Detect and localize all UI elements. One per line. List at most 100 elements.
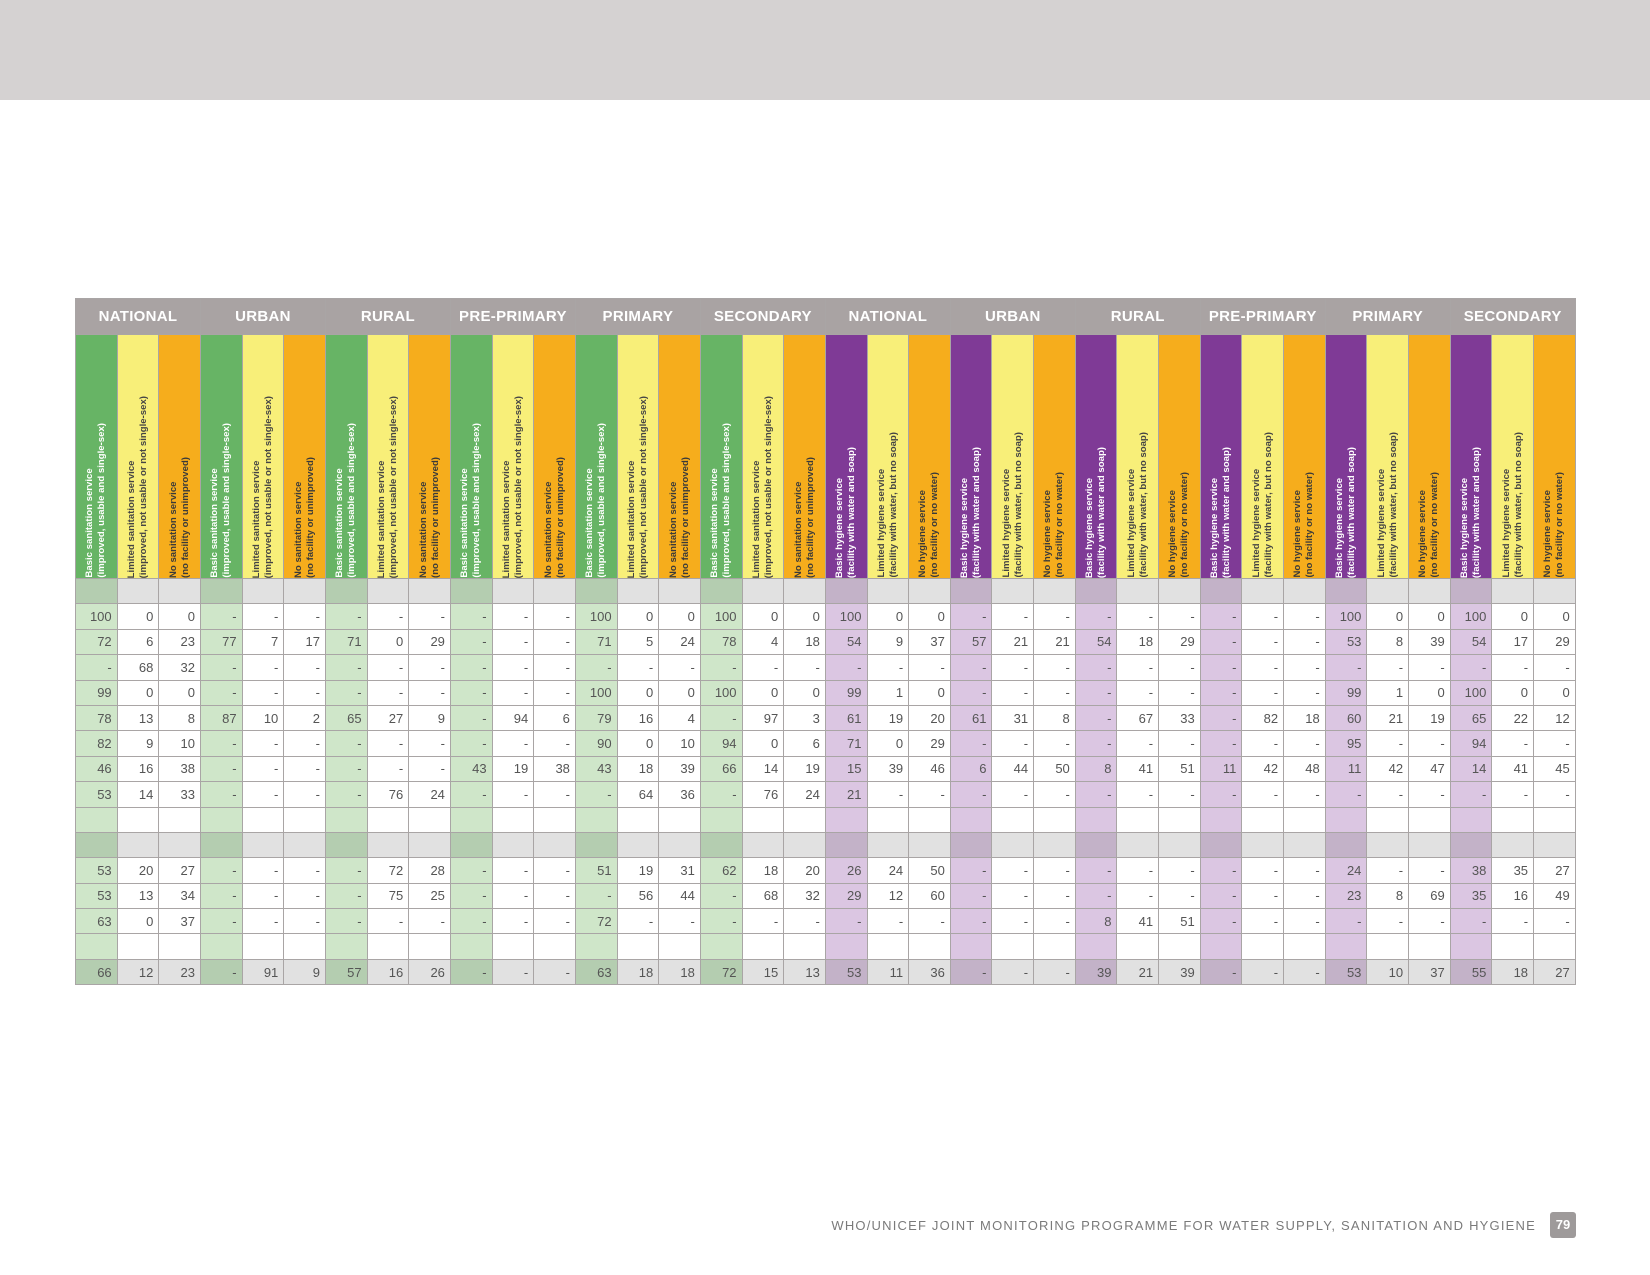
table-row: 46 16 38- - - - - -43 19 38 43 18 39 66 14 19 15 39 46 6 44 5… bbox=[75, 755, 1576, 783]
table-cell bbox=[949, 831, 993, 859]
column-header-title: Basic sanitation service bbox=[209, 468, 221, 578]
table-cell: - bbox=[1283, 679, 1326, 706]
table-cell: - bbox=[1408, 654, 1451, 681]
table-cell bbox=[1449, 831, 1493, 859]
column-header-subtitle: (facility with water and soap) bbox=[1346, 446, 1358, 578]
table-cell: 0 bbox=[783, 603, 826, 630]
table-cell: - bbox=[1366, 654, 1410, 681]
table-cell bbox=[116, 831, 160, 859]
table-cell: - bbox=[533, 908, 576, 935]
table-cell: - bbox=[449, 730, 493, 757]
table-cell bbox=[824, 806, 868, 833]
table-cell: 39 bbox=[1158, 958, 1201, 986]
table-cell: - bbox=[1033, 857, 1076, 884]
table-cell: - bbox=[1241, 958, 1285, 986]
column-header: Basic hygiene service (facility with wate… bbox=[1324, 334, 1368, 579]
table-cell: - bbox=[1158, 857, 1201, 884]
table-cell: 35 bbox=[1491, 857, 1535, 884]
table-cell: 0 bbox=[116, 603, 160, 630]
table-cell bbox=[1116, 831, 1160, 859]
table-cell bbox=[616, 831, 660, 859]
table-cell: 51 bbox=[1158, 908, 1201, 935]
table-cell: 0 bbox=[1491, 603, 1535, 630]
table-cell bbox=[408, 831, 451, 859]
table-cell: 54 bbox=[1449, 628, 1493, 656]
table-cell: - bbox=[1533, 654, 1576, 681]
table-cell: - bbox=[1449, 908, 1493, 935]
table-cell: 6 bbox=[949, 755, 993, 783]
table-cell bbox=[908, 577, 951, 605]
table-cell: 21 bbox=[991, 628, 1035, 656]
table-cell bbox=[1324, 806, 1368, 833]
table-cell: 19 bbox=[866, 704, 910, 732]
table-cell: - bbox=[1033, 603, 1076, 630]
column-header-subtitle: (facility with water, but no soap) bbox=[1387, 432, 1399, 578]
table-cell: - bbox=[1491, 908, 1535, 935]
column-header-title: Basic sanitation service bbox=[334, 468, 346, 578]
table-cell: 37 bbox=[158, 908, 201, 935]
table-cell: 72 bbox=[574, 908, 618, 935]
table-cell: 18 bbox=[616, 755, 660, 783]
table-cell bbox=[1366, 806, 1410, 833]
column-header-subtitle: (facility with water and soap) bbox=[1096, 446, 1108, 578]
table-cell: - bbox=[783, 908, 826, 935]
table-cell: 66 bbox=[75, 958, 118, 986]
table-cell: - bbox=[1283, 857, 1326, 884]
table-cell: - bbox=[1033, 679, 1076, 706]
table-cell: 51 bbox=[1158, 755, 1201, 783]
table-cell: 94 bbox=[1449, 730, 1493, 757]
table-cell bbox=[1366, 933, 1410, 960]
table-cell: - bbox=[991, 781, 1035, 808]
table-cell: - bbox=[199, 603, 243, 630]
table-cell bbox=[866, 933, 910, 960]
table-cell: 4 bbox=[741, 628, 785, 656]
table-cell: 38 bbox=[1449, 857, 1493, 884]
table-cell: - bbox=[449, 882, 493, 910]
table-cell: - bbox=[324, 603, 368, 630]
table-cell: 10 bbox=[1366, 958, 1410, 986]
table-cell: - bbox=[491, 882, 535, 910]
table-cell: - bbox=[699, 654, 743, 681]
table-cell: - bbox=[949, 882, 993, 910]
table-cell bbox=[158, 806, 201, 833]
table-cell: - bbox=[1116, 781, 1160, 808]
column-header-title: Limited hygiene service bbox=[1250, 469, 1262, 578]
table-cell: - bbox=[449, 781, 493, 808]
table-cell: 0 bbox=[158, 679, 201, 706]
table-cell: 0 bbox=[866, 730, 910, 757]
column-header-subtitle: (no facility or no water) bbox=[1554, 472, 1566, 578]
column-header: Limited sanitation service (improved, not… bbox=[366, 334, 410, 579]
column-header: Limited hygiene service (facility with wa… bbox=[1241, 334, 1285, 579]
table-cell: - bbox=[1408, 781, 1451, 808]
table-cell: - bbox=[1324, 781, 1368, 808]
table-cell: 100 bbox=[1449, 603, 1493, 630]
table-cell: - bbox=[283, 755, 326, 783]
table-cell bbox=[1533, 831, 1576, 859]
table-cell bbox=[116, 577, 160, 605]
column-header-title: No hygiene service bbox=[1292, 490, 1304, 578]
table-cell: 94 bbox=[699, 730, 743, 757]
table-cell: - bbox=[866, 781, 910, 808]
group-header: PRIMARY bbox=[1324, 298, 1451, 335]
table-cell: 16 bbox=[1491, 882, 1535, 910]
table-cell: 13 bbox=[783, 958, 826, 986]
column-header-subtitle: (facility with water and soap) bbox=[1471, 446, 1483, 578]
table-cell: 16 bbox=[616, 704, 660, 732]
table-cell: 50 bbox=[908, 857, 951, 884]
table-cell: 95 bbox=[1324, 730, 1368, 757]
table-cell: 39 bbox=[866, 755, 910, 783]
table-cell bbox=[1033, 806, 1076, 833]
table-cell bbox=[1158, 933, 1201, 960]
table-cell: - bbox=[1491, 654, 1535, 681]
table-cell: - bbox=[1283, 882, 1326, 910]
table-cell bbox=[491, 831, 535, 859]
table-cell: 53 bbox=[75, 781, 118, 808]
table-cell bbox=[1074, 831, 1118, 859]
table-cell: 63 bbox=[574, 958, 618, 986]
column-header-title: Basic sanitation service bbox=[584, 468, 596, 578]
table-cell: 71 bbox=[324, 628, 368, 656]
table-cell bbox=[658, 831, 701, 859]
table-cell: 38 bbox=[158, 755, 201, 783]
table-cell: - bbox=[1241, 882, 1285, 910]
column-header-title: No sanitation service bbox=[792, 481, 804, 578]
